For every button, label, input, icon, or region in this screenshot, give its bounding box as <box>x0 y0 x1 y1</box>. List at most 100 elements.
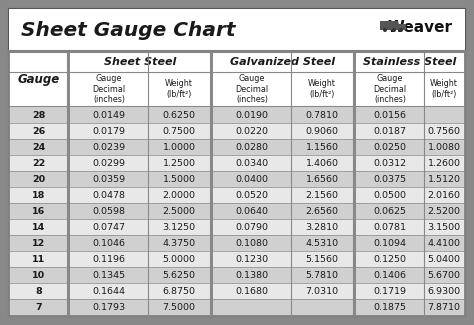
Text: 0.0299: 0.0299 <box>92 159 126 167</box>
Text: 16: 16 <box>32 206 45 215</box>
Bar <box>70 251 210 267</box>
Text: 4.5310: 4.5310 <box>305 239 338 248</box>
Text: Weaver: Weaver <box>388 20 453 35</box>
Bar <box>356 52 464 72</box>
Bar <box>398 24 406 30</box>
Text: 0.0149: 0.0149 <box>92 111 126 120</box>
Text: 1.0000: 1.0000 <box>163 142 195 151</box>
Text: Gauge
Decimal
(inches): Gauge Decimal (inches) <box>374 74 407 104</box>
Bar <box>213 219 353 235</box>
Bar <box>356 283 464 299</box>
Bar <box>213 235 353 251</box>
Bar <box>213 123 353 139</box>
Text: 5.7810: 5.7810 <box>306 270 338 280</box>
Text: 1.4060: 1.4060 <box>306 159 338 167</box>
Text: 8: 8 <box>35 287 42 295</box>
Bar <box>70 219 210 235</box>
Circle shape <box>399 28 403 32</box>
Bar <box>213 251 353 267</box>
Bar <box>356 139 464 155</box>
Bar <box>213 187 353 203</box>
Text: 0.0520: 0.0520 <box>236 190 268 200</box>
Circle shape <box>383 28 387 32</box>
Text: 5.6250: 5.6250 <box>163 270 195 280</box>
Bar <box>10 187 67 203</box>
Text: 0.0598: 0.0598 <box>92 206 126 215</box>
Bar <box>10 219 67 235</box>
Text: 12: 12 <box>32 239 45 248</box>
Text: 1.0080: 1.0080 <box>428 142 461 151</box>
Bar <box>356 107 464 123</box>
Bar <box>213 139 353 155</box>
Text: Stainless Steel: Stainless Steel <box>363 57 456 67</box>
Text: 3.1250: 3.1250 <box>163 223 196 231</box>
Text: 26: 26 <box>32 126 45 136</box>
Text: 1.1560: 1.1560 <box>306 142 338 151</box>
Text: 0.0220: 0.0220 <box>236 126 268 136</box>
Bar <box>70 155 210 171</box>
Text: Weight
(lb/ft²): Weight (lb/ft²) <box>430 79 458 99</box>
Text: 0.1094: 0.1094 <box>374 239 407 248</box>
Bar <box>213 283 353 299</box>
Text: 0.0747: 0.0747 <box>92 223 126 231</box>
Circle shape <box>392 28 396 32</box>
Bar <box>10 283 67 299</box>
Text: 0.0781: 0.0781 <box>374 223 407 231</box>
Text: 6.9300: 6.9300 <box>428 287 461 295</box>
Bar <box>9 9 465 51</box>
Text: 5.0400: 5.0400 <box>428 254 461 264</box>
Text: 0.1793: 0.1793 <box>92 303 126 311</box>
Bar <box>70 283 210 299</box>
Text: 0.1680: 0.1680 <box>236 287 268 295</box>
Bar <box>10 139 67 155</box>
Bar <box>356 299 464 315</box>
Bar <box>10 171 67 187</box>
Bar <box>9 51 465 316</box>
Bar <box>70 299 210 315</box>
Bar <box>213 107 353 123</box>
Text: 0.1345: 0.1345 <box>92 270 126 280</box>
Bar <box>10 267 67 283</box>
Bar <box>213 52 353 72</box>
Text: 0.7810: 0.7810 <box>306 111 338 120</box>
Bar <box>356 123 464 139</box>
Bar <box>10 235 67 251</box>
Text: 4.4100: 4.4100 <box>428 239 461 248</box>
Text: 28: 28 <box>32 111 45 120</box>
Text: 0.0190: 0.0190 <box>236 111 268 120</box>
Text: Weight
(lb/ft²): Weight (lb/ft²) <box>165 79 193 99</box>
Text: 7.0310: 7.0310 <box>305 287 338 295</box>
Bar <box>10 203 67 219</box>
Text: 0.0375: 0.0375 <box>374 175 407 184</box>
Text: 1.2600: 1.2600 <box>428 159 461 167</box>
Bar <box>70 171 210 187</box>
Text: 0.0625: 0.0625 <box>374 206 407 215</box>
Bar <box>10 107 67 123</box>
Bar <box>356 203 464 219</box>
Bar <box>356 155 464 171</box>
Bar <box>213 155 353 171</box>
Bar <box>356 72 424 106</box>
Text: 0.0478: 0.0478 <box>92 190 126 200</box>
Text: 0.1230: 0.1230 <box>236 254 269 264</box>
Text: 14: 14 <box>32 223 45 231</box>
Bar <box>213 171 353 187</box>
Text: 2.5200: 2.5200 <box>428 206 461 215</box>
Bar <box>10 251 67 267</box>
Text: 0.0239: 0.0239 <box>92 142 126 151</box>
Bar <box>70 107 210 123</box>
Text: 22: 22 <box>32 159 45 167</box>
Text: 0.0280: 0.0280 <box>236 142 268 151</box>
Text: 0.0359: 0.0359 <box>92 175 126 184</box>
Text: 7.8710: 7.8710 <box>428 303 461 311</box>
Text: 0.0250: 0.0250 <box>374 142 407 151</box>
Text: 0.0187: 0.0187 <box>374 126 407 136</box>
Bar <box>356 187 464 203</box>
Text: 0.0156: 0.0156 <box>374 111 407 120</box>
Text: 18: 18 <box>32 190 45 200</box>
Bar <box>70 203 210 219</box>
Text: 0.7500: 0.7500 <box>163 126 195 136</box>
Bar <box>10 52 67 106</box>
Text: 2.0000: 2.0000 <box>163 190 195 200</box>
Text: 3.2810: 3.2810 <box>305 223 338 231</box>
